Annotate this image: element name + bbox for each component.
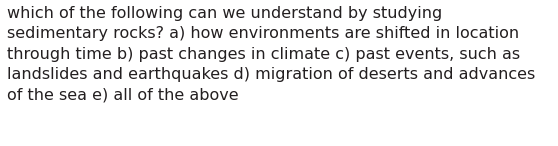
Text: which of the following can we understand by studying
sedimentary rocks? a) how e: which of the following can we understand… bbox=[7, 6, 535, 102]
